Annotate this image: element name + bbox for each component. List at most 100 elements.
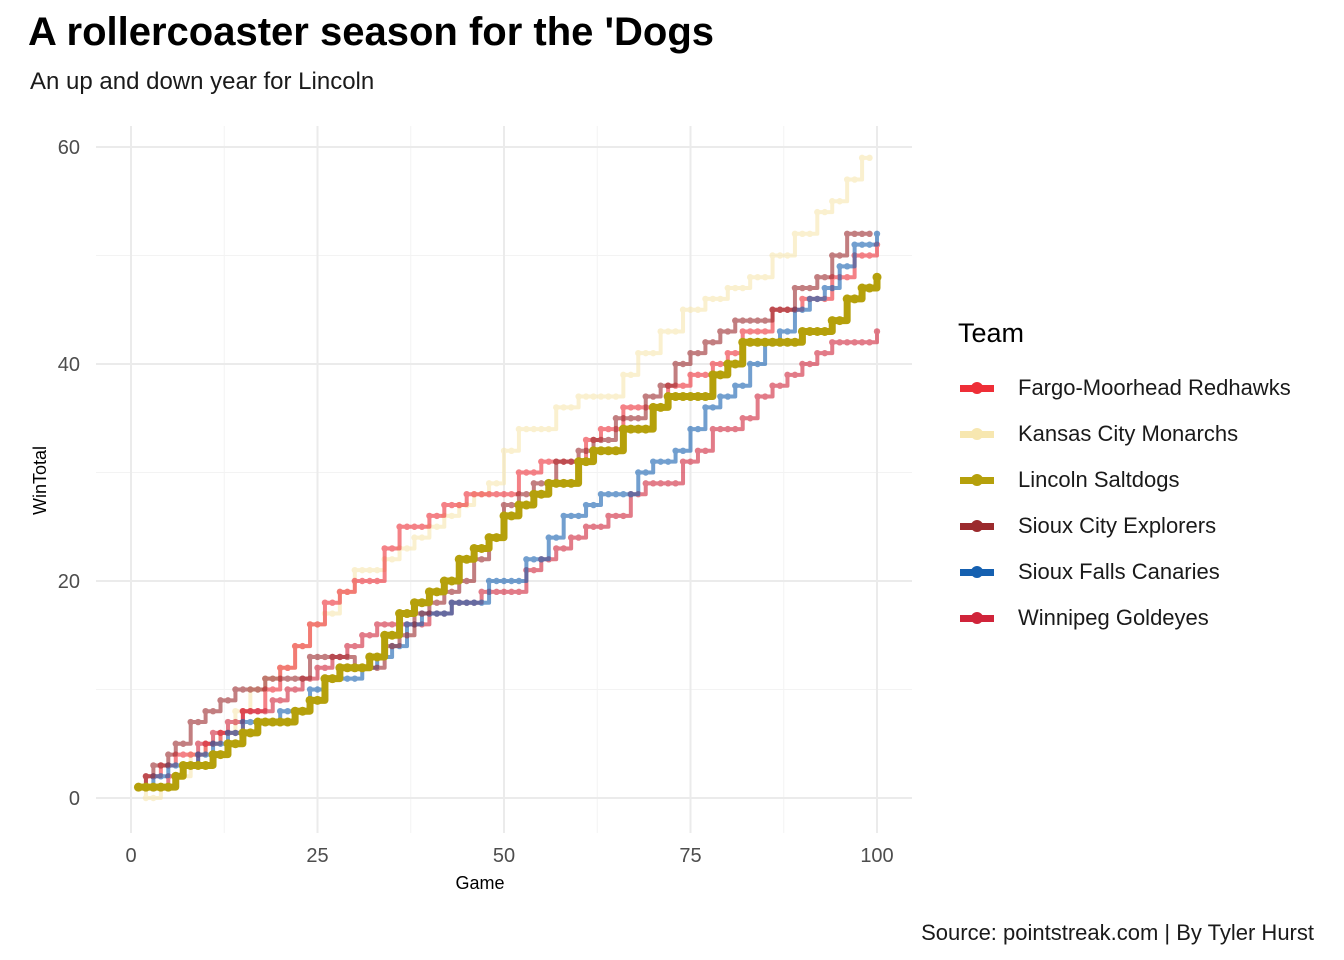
data-point	[448, 501, 455, 509]
legend-item: Sioux City Explorers	[958, 503, 1291, 549]
data-point	[254, 686, 262, 693]
data-point	[739, 415, 746, 422]
data-point	[597, 425, 605, 433]
data-point	[790, 337, 800, 347]
data-point	[799, 284, 806, 292]
data-point	[553, 458, 560, 465]
data-point	[597, 393, 605, 400]
data-point	[493, 480, 500, 487]
source-caption: Source: pointstreak.com | By Tyler Hurst	[921, 920, 1314, 945]
data-point	[693, 392, 703, 402]
data-point	[754, 274, 761, 281]
data-point	[671, 392, 681, 402]
data-point	[515, 425, 523, 433]
data-point	[366, 632, 373, 639]
data-point	[536, 489, 546, 499]
data-point	[791, 371, 799, 379]
data-point	[784, 252, 791, 259]
data-point	[560, 512, 567, 520]
data-point	[336, 588, 344, 596]
data-point	[657, 480, 664, 487]
data-point	[821, 274, 828, 281]
data-point	[820, 326, 830, 336]
y-tick-label: 60	[58, 137, 80, 159]
legend-title: Team	[958, 318, 1025, 348]
data-point	[411, 534, 418, 541]
series-lincoln-saltdogs	[133, 272, 882, 792]
data-point	[239, 718, 247, 726]
data-point	[148, 782, 158, 792]
data-point	[672, 480, 679, 487]
data-point	[299, 642, 306, 650]
data-point	[678, 392, 688, 402]
data-point	[791, 284, 799, 292]
data-point	[776, 328, 784, 335]
legend-label: Winnipeg Goldeyes	[1018, 605, 1209, 630]
data-point	[836, 252, 843, 259]
data-point	[582, 436, 590, 444]
data-point	[365, 652, 375, 662]
data-point	[165, 751, 172, 758]
data-point	[439, 576, 449, 586]
data-point	[618, 424, 628, 434]
data-point	[359, 632, 366, 639]
data-point	[180, 740, 187, 747]
data-point	[232, 686, 239, 693]
data-point	[351, 675, 358, 682]
data-point	[344, 675, 351, 682]
data-point	[700, 392, 710, 402]
data-point	[484, 533, 494, 543]
data-point	[187, 718, 194, 726]
data-point	[485, 480, 493, 487]
data-point	[462, 554, 472, 564]
data-point	[395, 609, 405, 619]
data-point	[269, 675, 276, 682]
data-point	[694, 306, 702, 313]
data-point	[351, 566, 358, 574]
data-point	[553, 545, 560, 552]
data-point	[387, 630, 397, 640]
data-point	[403, 632, 411, 639]
data-point	[290, 706, 300, 716]
legend-label: Sioux City Explorers	[1018, 513, 1217, 538]
data-point	[508, 501, 515, 509]
data-point	[447, 576, 457, 586]
data-point	[350, 663, 360, 673]
data-point	[627, 404, 635, 411]
data-point	[194, 740, 202, 747]
data-point	[746, 274, 754, 281]
data-point	[417, 598, 427, 608]
data-point	[388, 621, 396, 628]
data-point	[448, 599, 455, 606]
data-point	[499, 511, 509, 521]
data-point	[597, 491, 605, 498]
data-point	[193, 760, 203, 770]
data-point	[388, 642, 396, 650]
data-point	[575, 447, 582, 454]
data-point	[441, 501, 448, 509]
data-point	[776, 306, 784, 313]
data-point	[664, 458, 672, 465]
x-tick-label: 75	[679, 845, 701, 867]
data-point	[648, 402, 658, 412]
data-point	[732, 425, 739, 433]
data-point	[515, 588, 523, 596]
data-point	[538, 556, 545, 563]
data-point	[597, 523, 605, 530]
data-point	[702, 339, 709, 346]
data-point	[827, 316, 837, 326]
data-point	[454, 554, 464, 564]
series-lines	[133, 154, 882, 802]
data-point	[642, 480, 649, 487]
data-point	[433, 599, 441, 606]
data-point	[754, 317, 761, 324]
data-point	[739, 317, 746, 324]
data-point	[515, 577, 523, 585]
data-point	[575, 534, 582, 541]
data-point	[776, 252, 784, 259]
data-point	[627, 371, 635, 379]
data-point	[424, 587, 434, 597]
data-point	[784, 328, 791, 335]
data-point	[327, 674, 337, 684]
data-point	[500, 588, 508, 596]
